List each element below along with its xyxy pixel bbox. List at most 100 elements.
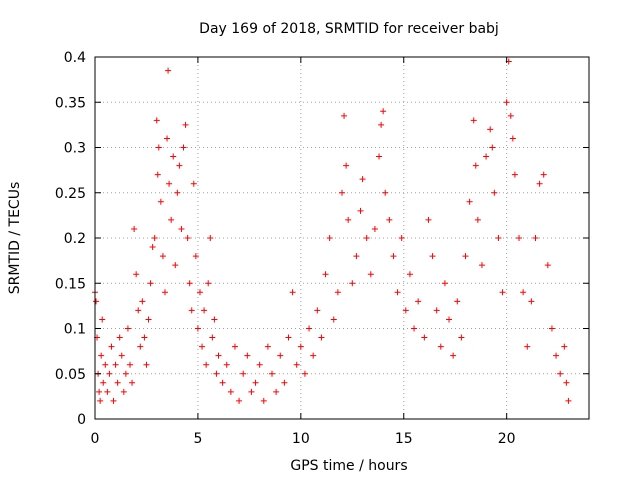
data-point bbox=[269, 370, 276, 377]
data-point bbox=[343, 162, 350, 169]
x-axis-label: GPS time / hours bbox=[290, 458, 407, 474]
data-point bbox=[565, 397, 572, 404]
data-point bbox=[110, 397, 117, 404]
data-point bbox=[353, 253, 360, 260]
data-point bbox=[231, 343, 238, 350]
data-point bbox=[289, 289, 296, 296]
data-point bbox=[363, 235, 370, 241]
data-point bbox=[425, 216, 432, 223]
data-point bbox=[129, 379, 136, 386]
data-point bbox=[164, 135, 171, 142]
data-point bbox=[483, 153, 490, 160]
y-tick-label: 0.05 bbox=[55, 367, 86, 383]
grid-lines bbox=[95, 57, 589, 419]
data-point bbox=[310, 352, 317, 359]
data-point bbox=[264, 343, 271, 350]
data-point bbox=[378, 121, 385, 128]
data-point bbox=[402, 307, 409, 314]
data-point bbox=[466, 198, 473, 205]
data-point bbox=[120, 388, 127, 395]
data-point bbox=[236, 397, 243, 404]
data-point bbox=[406, 271, 413, 278]
data-point bbox=[93, 298, 100, 305]
data-point bbox=[345, 216, 352, 223]
data-point bbox=[462, 253, 469, 260]
data-point bbox=[285, 334, 292, 341]
data-point bbox=[503, 99, 510, 106]
data-point bbox=[411, 325, 418, 332]
data-point bbox=[367, 271, 374, 278]
data-point bbox=[141, 334, 148, 341]
data-point bbox=[349, 280, 356, 287]
y-tick-label: 0.35 bbox=[55, 95, 86, 111]
y-tick-label: 0.3 bbox=[64, 141, 86, 157]
data-point bbox=[118, 352, 125, 359]
data-point bbox=[96, 388, 103, 395]
data-point bbox=[446, 316, 453, 323]
data-point bbox=[528, 298, 535, 305]
data-point bbox=[131, 225, 138, 232]
y-tick-label: 0 bbox=[77, 412, 86, 428]
data-point bbox=[137, 343, 144, 350]
data-point bbox=[116, 334, 123, 341]
x-tick-label: 0 bbox=[91, 431, 100, 447]
data-point bbox=[359, 176, 366, 183]
data-point bbox=[341, 112, 348, 119]
data-point bbox=[170, 153, 177, 160]
data-point bbox=[122, 370, 129, 377]
data-point bbox=[143, 361, 150, 368]
data-point bbox=[114, 379, 121, 386]
data-point bbox=[326, 235, 333, 241]
data-point bbox=[135, 307, 142, 314]
data-point bbox=[240, 370, 247, 377]
data-point bbox=[557, 370, 564, 377]
data-point bbox=[201, 307, 208, 314]
data-point bbox=[458, 334, 465, 341]
data-point bbox=[371, 225, 378, 232]
data-point bbox=[108, 343, 115, 350]
data-point bbox=[472, 162, 479, 169]
data-point bbox=[209, 334, 216, 341]
data-point bbox=[147, 280, 154, 287]
data-point bbox=[386, 216, 393, 223]
data-point bbox=[293, 361, 300, 368]
data-point bbox=[133, 271, 140, 278]
y-axis-ticks: 0 0.05 0.1 0.15 0.2 0.25 0.3 0.35 0.4 bbox=[55, 50, 589, 428]
data-point bbox=[126, 361, 133, 368]
data-point bbox=[97, 397, 104, 404]
data-point bbox=[334, 289, 341, 296]
data-point bbox=[421, 334, 428, 341]
data-point bbox=[207, 235, 214, 241]
data-point bbox=[248, 388, 255, 395]
plot-frame bbox=[94, 56, 590, 420]
data-point bbox=[561, 343, 568, 350]
data-point bbox=[145, 316, 152, 323]
y-tick-label: 0.4 bbox=[64, 50, 86, 66]
y-tick-label: 0.25 bbox=[55, 186, 86, 202]
data-point bbox=[172, 262, 179, 269]
data-point bbox=[182, 121, 189, 128]
data-point bbox=[314, 307, 321, 314]
x-tick-label: 20 bbox=[498, 431, 516, 447]
data-point bbox=[252, 379, 259, 386]
data-point bbox=[277, 352, 284, 359]
data-point bbox=[176, 162, 183, 169]
data-point bbox=[227, 388, 234, 395]
data-point bbox=[199, 343, 206, 350]
data-point bbox=[192, 253, 199, 260]
x-tick-label: 10 bbox=[292, 431, 310, 447]
data-point bbox=[339, 189, 345, 196]
y-tick-label: 0.1 bbox=[64, 322, 86, 338]
data-point bbox=[297, 343, 304, 350]
data-point bbox=[106, 370, 113, 377]
chart-title: Day 169 of 2018, SRMTID for receiver bab… bbox=[199, 21, 499, 37]
data-point bbox=[322, 271, 329, 278]
data-point bbox=[104, 388, 111, 395]
data-point bbox=[499, 289, 506, 296]
data-point bbox=[376, 153, 383, 160]
data-point bbox=[139, 298, 146, 305]
data-point bbox=[100, 379, 107, 386]
data-point bbox=[487, 126, 494, 133]
data-point bbox=[318, 334, 325, 341]
data-point bbox=[511, 171, 518, 178]
